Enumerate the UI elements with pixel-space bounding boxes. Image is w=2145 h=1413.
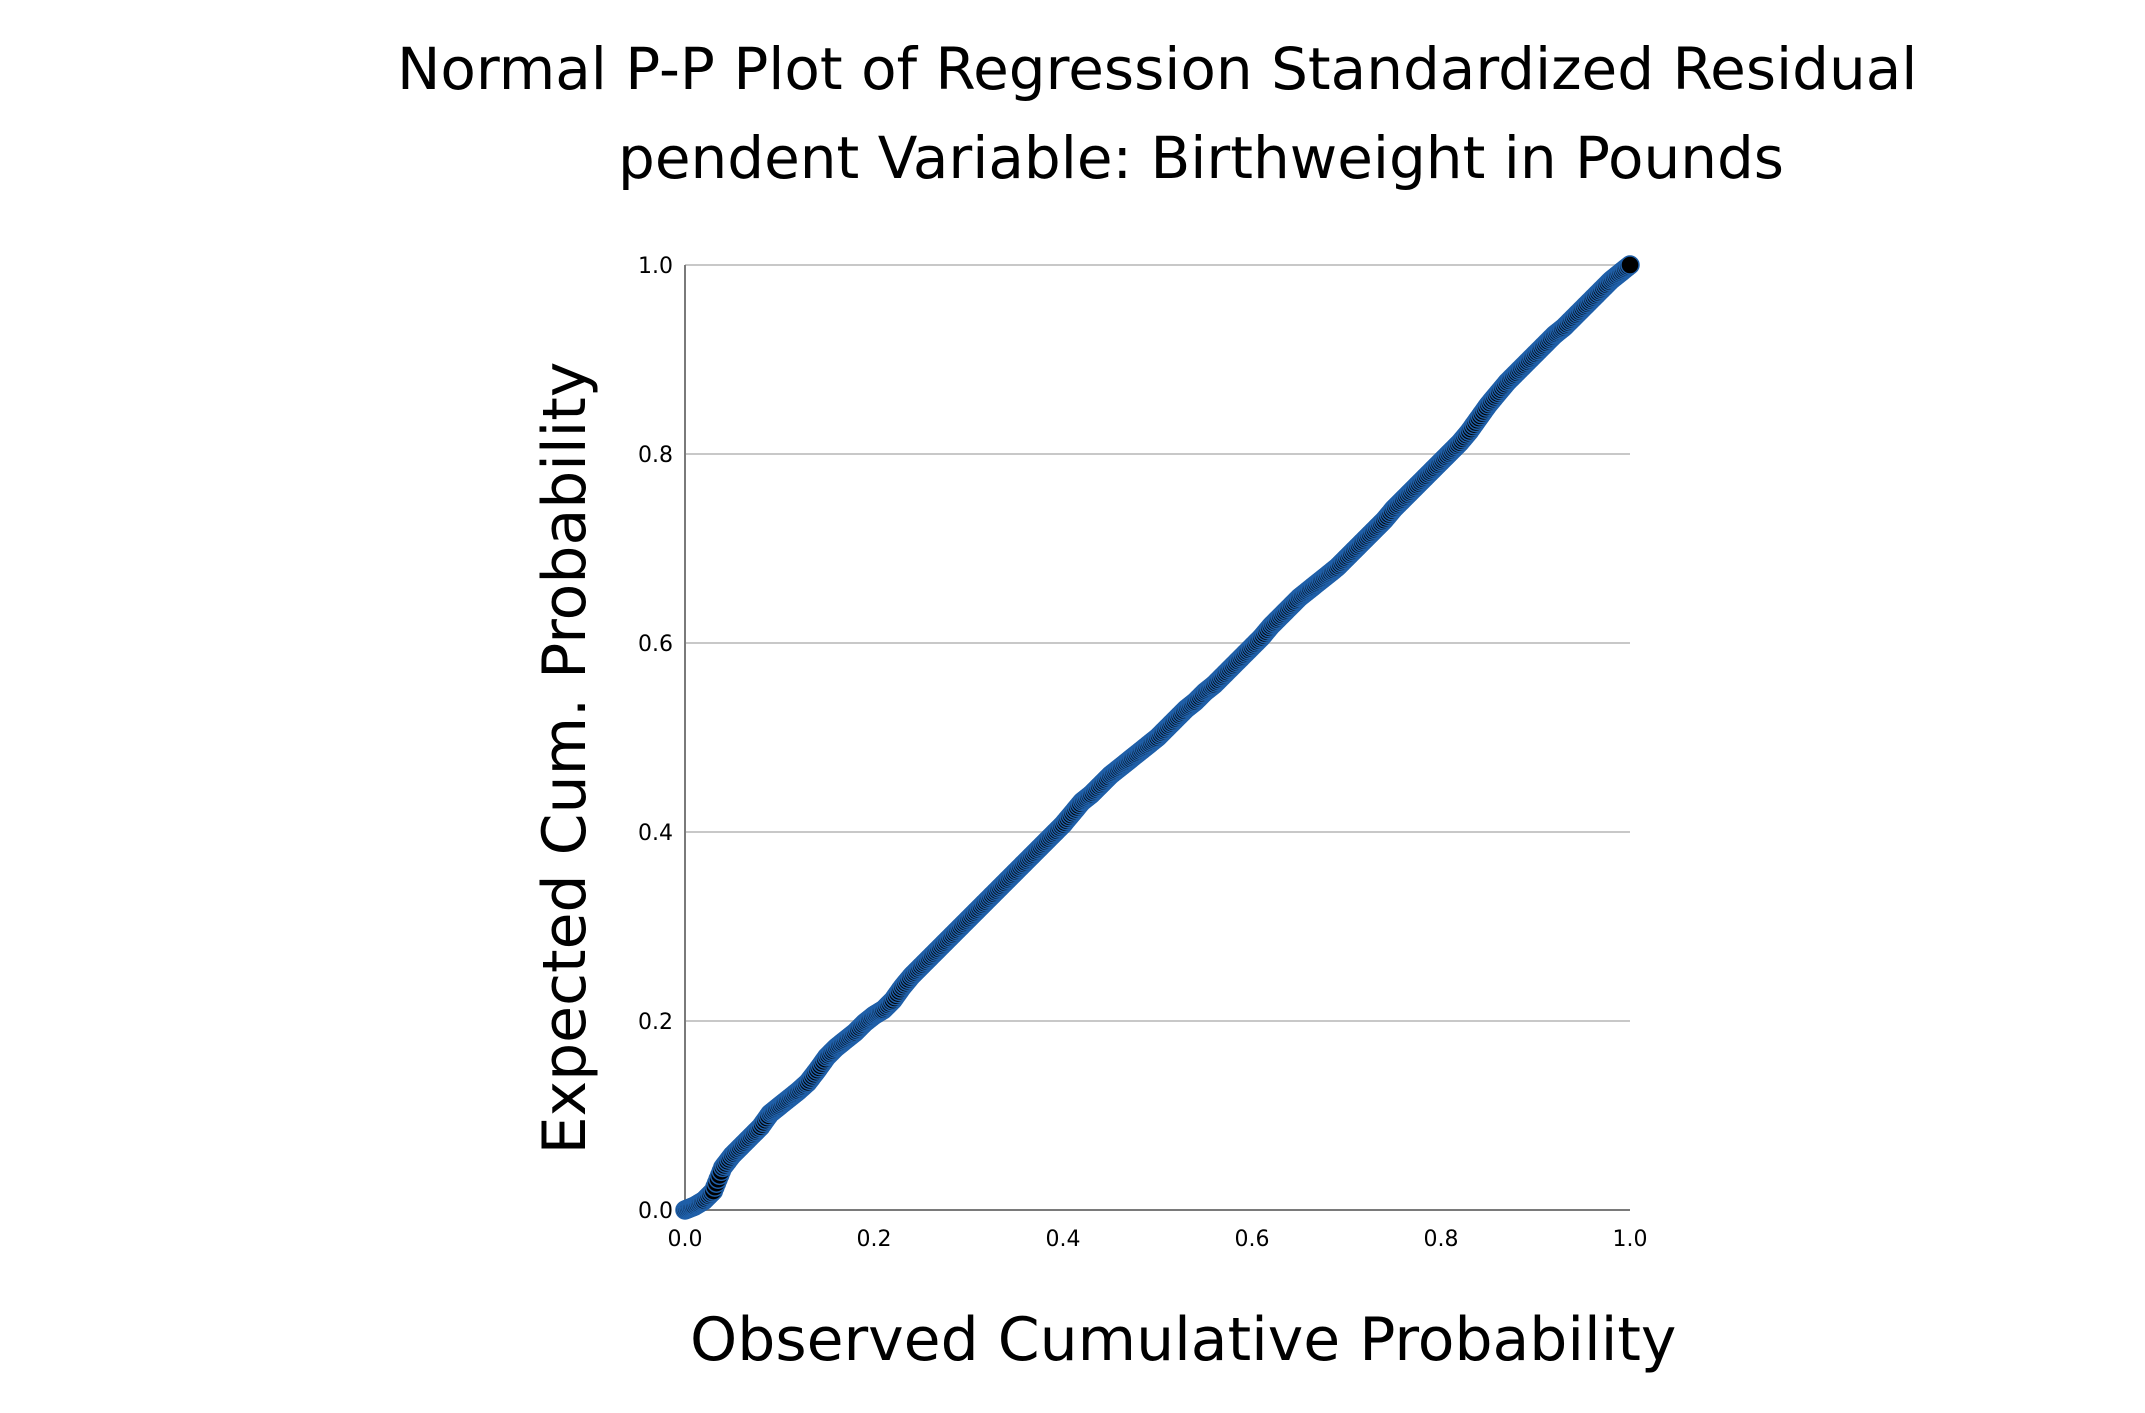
y-tick-label-3: 0.6	[638, 632, 673, 657]
tick-labels: 0.0 0.2 0.4 0.6 0.8 1.0 0.0 0.2 0.4 0.6 0.8 1.0	[638, 254, 1648, 1252]
x-tick-label-1: 0.2	[857, 1227, 892, 1252]
data-points	[675, 255, 1640, 1220]
axes	[684, 265, 1630, 1211]
y-tick-label-0: 0.0	[638, 1199, 673, 1224]
x-tick-label-2: 0.4	[1046, 1227, 1081, 1252]
chart-subtitle: pendent Variable: Birthweight in Pounds	[618, 124, 1785, 192]
y-tick-label-5: 1.0	[638, 254, 673, 279]
data-point-600	[1620, 255, 1640, 275]
y-tick-label-4: 0.8	[638, 443, 673, 468]
x-tick-label-3: 0.6	[1235, 1227, 1270, 1252]
grid-lines	[685, 264, 1630, 1022]
x-tick-label-4: 0.8	[1424, 1227, 1459, 1252]
y-axis-label: Expected Cum. Probability	[530, 361, 600, 1155]
x-axis-label: Observed Cumulative Probability	[690, 1305, 1677, 1375]
chart-title: Normal P-P Plot of Regression Standardiz…	[397, 35, 1918, 103]
x-tick-label-0: 0.0	[668, 1227, 703, 1252]
y-tick-label-1: 0.2	[638, 1010, 673, 1035]
x-tick-label-5: 1.0	[1613, 1227, 1648, 1252]
y-tick-label-2: 0.4	[638, 821, 673, 846]
